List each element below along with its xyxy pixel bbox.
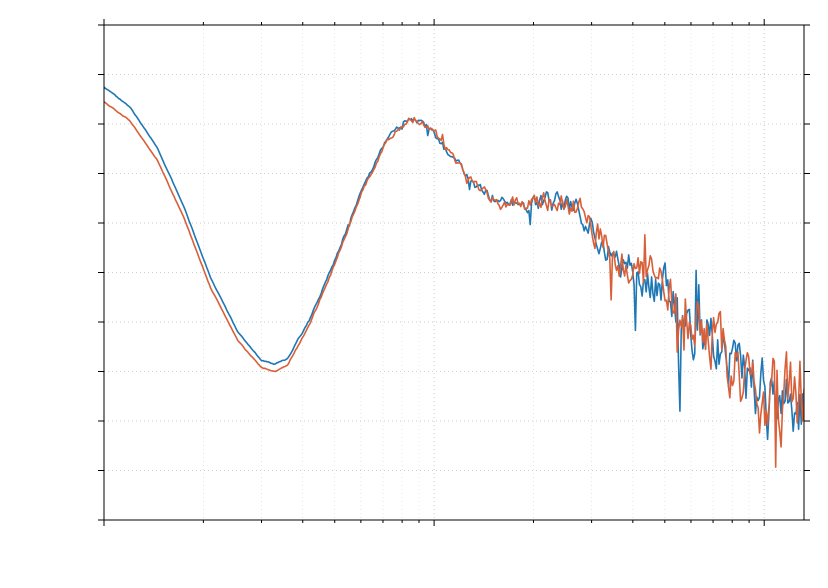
line-chart xyxy=(0,0,828,588)
